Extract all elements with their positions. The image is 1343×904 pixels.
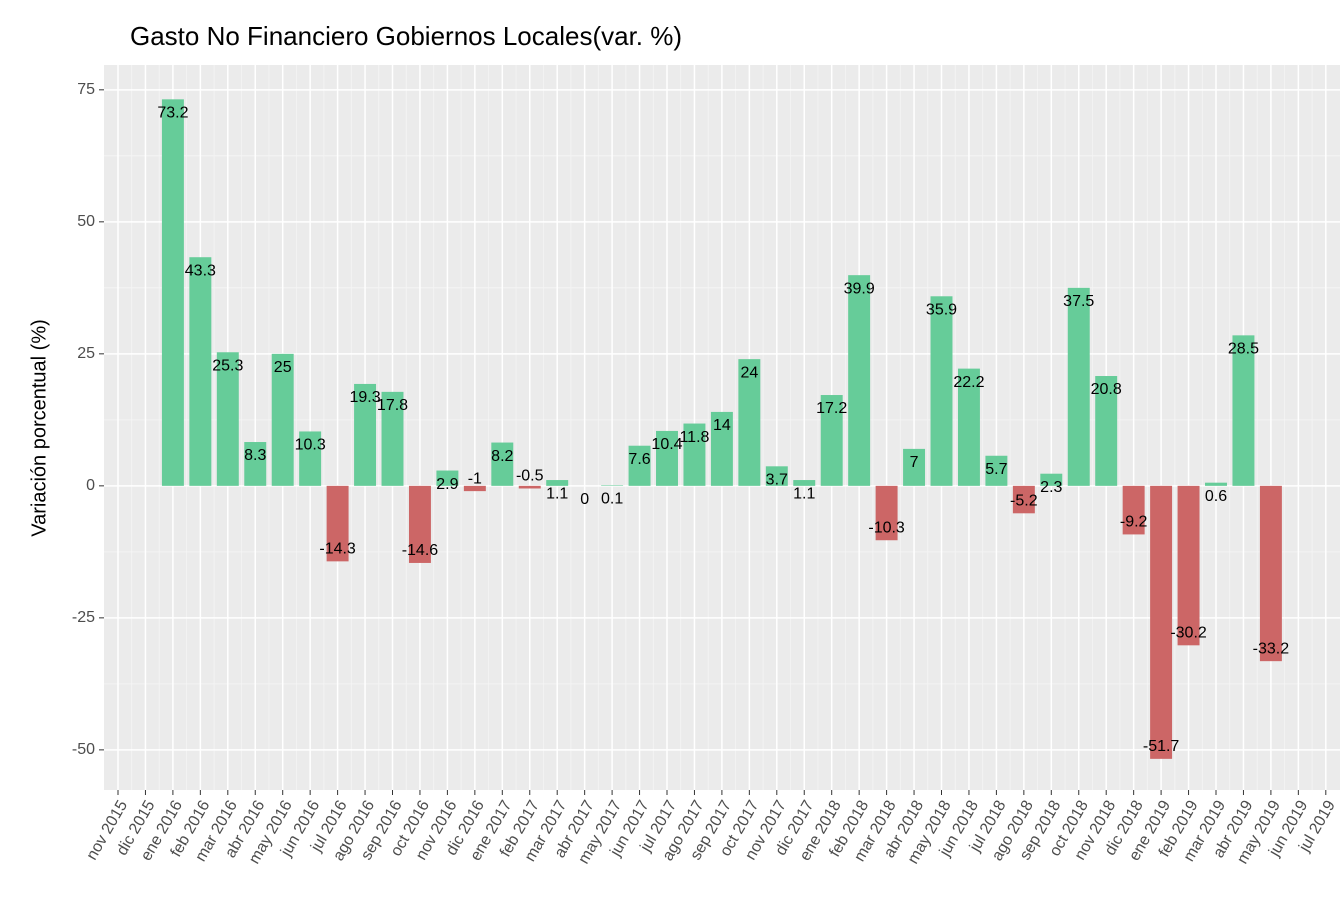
bar [436, 470, 459, 486]
bar [957, 368, 980, 486]
bar [1177, 485, 1200, 646]
value-label: 8.2 [491, 448, 513, 465]
bar [1259, 485, 1282, 662]
bar [189, 257, 212, 486]
value-label: 35.9 [926, 302, 957, 319]
value-label: 10.3 [295, 437, 326, 454]
value-label: -10.3 [868, 519, 905, 536]
value-label: -9.2 [1120, 514, 1148, 531]
value-label: 0 [580, 491, 589, 508]
value-label: 28.5 [1228, 341, 1259, 358]
chart-title: Gasto No Financiero Gobiernos Locales(va… [130, 21, 682, 51]
bar [408, 485, 431, 563]
bar [656, 430, 678, 486]
bar [710, 411, 733, 486]
value-label: 11.8 [679, 429, 709, 446]
y-tick-label: -25 [72, 609, 95, 626]
y-axis-title: Variación porcentual (%) [28, 319, 50, 537]
value-label: 14 [713, 417, 731, 434]
bar [628, 445, 651, 486]
y-tick-label: 75 [77, 81, 95, 98]
bar [1150, 485, 1173, 759]
bar [271, 353, 294, 486]
value-label: -30.2 [1170, 625, 1207, 642]
bar [1205, 482, 1227, 486]
value-label: 1.1 [546, 485, 568, 502]
value-label: 25 [274, 359, 292, 376]
bar [765, 466, 788, 486]
value-label: 5.7 [985, 461, 1007, 478]
value-label: 19.3 [349, 389, 380, 406]
value-label: -14.3 [319, 541, 356, 558]
value-label: 2.9 [436, 476, 458, 493]
bar [161, 99, 184, 486]
y-tick-label: 0 [86, 477, 95, 494]
value-label: -1 [468, 470, 482, 487]
bar [601, 485, 624, 486]
value-label: 3.7 [766, 472, 788, 489]
value-label: 0.6 [1205, 488, 1227, 505]
value-label: 39.9 [844, 280, 875, 297]
bar [1232, 335, 1255, 486]
bar [546, 480, 569, 486]
value-label: 7.6 [628, 451, 650, 468]
bar [216, 352, 239, 486]
bar [683, 423, 706, 486]
y-tick-label: 50 [77, 213, 95, 230]
bar [299, 431, 322, 486]
value-label: 20.8 [1091, 381, 1122, 398]
bar [354, 383, 377, 486]
bar [1067, 287, 1090, 486]
value-label: 10.4 [651, 436, 682, 453]
value-label: 7 [910, 454, 919, 471]
bar [381, 391, 404, 486]
value-label: -0.5 [516, 468, 544, 485]
value-label: 2.3 [1040, 479, 1062, 496]
value-label: -33.2 [1253, 640, 1290, 657]
bar [820, 395, 843, 486]
y-tick-label: -50 [72, 741, 95, 758]
value-label: 17.8 [377, 397, 408, 414]
bar [793, 480, 816, 486]
value-label: 8.3 [244, 447, 266, 464]
bar [326, 485, 349, 562]
bar [848, 275, 871, 486]
value-label: 24 [740, 364, 758, 381]
value-label: 0.1 [601, 491, 623, 508]
bar [491, 442, 514, 486]
value-label: 25.3 [212, 357, 243, 374]
bar [875, 485, 898, 541]
value-label: 37.5 [1063, 293, 1094, 310]
value-label: 73.2 [157, 105, 188, 122]
value-label: 1.1 [793, 485, 815, 502]
bar [244, 442, 267, 486]
value-label: -5.2 [1010, 493, 1038, 510]
bar [930, 296, 953, 486]
y-tick-label: 25 [77, 345, 95, 362]
bar [1122, 485, 1145, 535]
bar [903, 448, 926, 486]
bar [518, 485, 541, 489]
value-label: 22.2 [953, 374, 984, 391]
value-label: 17.2 [816, 400, 847, 417]
bar [985, 455, 1008, 486]
bar [1095, 376, 1118, 486]
bar [1012, 485, 1035, 514]
bar [738, 359, 761, 486]
value-label: -51.7 [1143, 738, 1180, 755]
value-label: -14.6 [402, 542, 439, 559]
value-label: 43.3 [185, 262, 216, 279]
bar [1040, 473, 1063, 486]
bar [463, 485, 486, 492]
